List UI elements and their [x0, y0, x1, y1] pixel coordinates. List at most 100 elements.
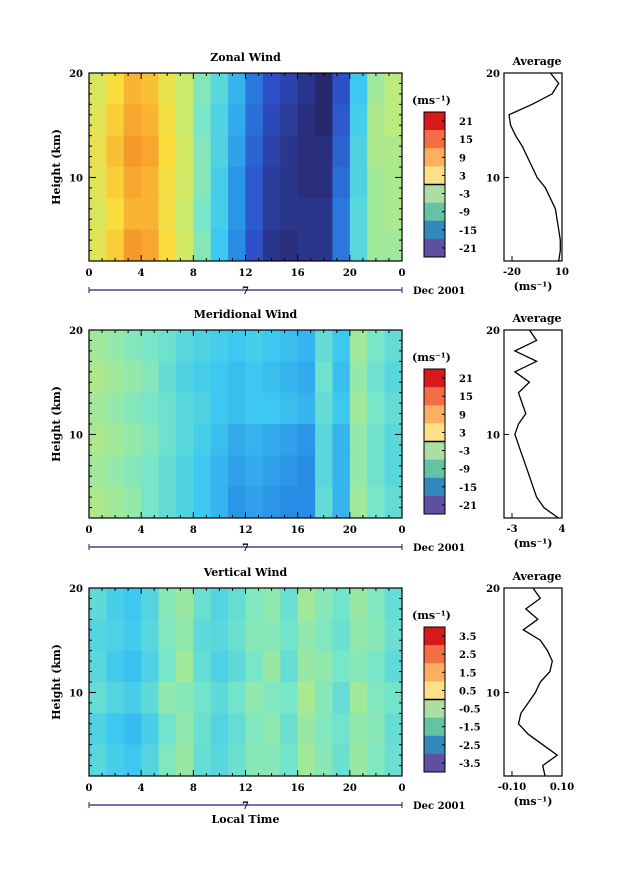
- heatmap-cell: [315, 104, 333, 137]
- colorbar-segment: [424, 627, 445, 646]
- heatmap-cell: [106, 135, 125, 168]
- heatmap-cell: [297, 229, 316, 262]
- profile-title: Average: [511, 55, 561, 68]
- colorbar-segment: [424, 699, 445, 718]
- x-tick-label: 8: [190, 783, 197, 794]
- x-tick-label: 0: [399, 525, 406, 536]
- heatmap-cell: [262, 424, 281, 456]
- heatmap-cell: [367, 424, 386, 456]
- heatmap-cell: [297, 104, 316, 137]
- heatmap-field: [89, 588, 403, 777]
- colorbar-tick-label: 15: [459, 135, 473, 146]
- colorbar-segment: [424, 423, 445, 442]
- heatmap-cell: [280, 167, 299, 199]
- heatmap-cell: [158, 198, 177, 231]
- heatmap-cell: [297, 744, 316, 777]
- heatmap-cell: [384, 330, 403, 362]
- colorbar-tick-label: 15: [459, 392, 473, 403]
- heatmap-cell: [141, 392, 160, 425]
- profile-y-tick-label: 10: [486, 173, 500, 184]
- y-tick-label: 20: [69, 584, 83, 595]
- heatmap-cell: [367, 135, 386, 168]
- heatmap-cell: [367, 392, 386, 425]
- heatmap-cell: [175, 361, 194, 394]
- profile-frame: [503, 329, 563, 519]
- date-suffix: Dec 2001: [413, 801, 465, 812]
- colorbar-tick-label: -21: [459, 501, 477, 512]
- heatmap-cell: [315, 588, 333, 620]
- heatmap-cell: [158, 167, 177, 199]
- heatmap-cell: [106, 104, 125, 137]
- heatmap-cell: [89, 198, 107, 231]
- heatmap-cell: [384, 135, 403, 168]
- heatmap-cell: [89, 73, 107, 105]
- heatmap-cell: [297, 619, 316, 652]
- heatmap-cell: [332, 619, 351, 652]
- heatmap-cell: [349, 392, 368, 425]
- heatmap-cell: [158, 619, 177, 652]
- profile-title: Average: [511, 570, 561, 583]
- heatmap-cell: [210, 744, 229, 777]
- heatmap-cell: [175, 486, 194, 519]
- heatmap-cell: [332, 392, 351, 425]
- heatmap-cell: [141, 455, 160, 488]
- heatmap-cell: [367, 330, 386, 362]
- heatmap-cell: [245, 361, 264, 394]
- heatmap-cell: [158, 392, 177, 425]
- heatmap-cell: [141, 361, 160, 394]
- x-tick-label: 16: [291, 525, 305, 536]
- colorbar-segment: [424, 112, 445, 131]
- heatmap-cell: [228, 104, 246, 137]
- colorbar-tick-label: 3.5: [459, 632, 476, 643]
- heatmap-cell: [349, 135, 368, 168]
- heatmap-cell: [262, 744, 281, 777]
- heatmap-cell: [245, 392, 264, 425]
- heatmap-cell: [228, 619, 246, 652]
- heatmap-cell: [193, 588, 212, 620]
- colorbar-tick-label: 21: [459, 374, 473, 385]
- heatmap-cell: [89, 167, 107, 199]
- heatmap-cell: [141, 650, 160, 683]
- heatmap-cell: [262, 392, 281, 425]
- heatmap-cell: [228, 744, 246, 777]
- heatmap-cell: [193, 619, 212, 652]
- heatmap-cell: [349, 619, 368, 652]
- heatmap-field: [89, 73, 403, 262]
- heatmap-cell: [262, 455, 281, 488]
- colorbar-segment: [424, 717, 445, 737]
- heatmap-cell: [89, 455, 107, 488]
- x-tick-label: 0: [86, 783, 93, 794]
- heatmap-cell: [332, 104, 351, 137]
- x-tick-label: 0: [399, 783, 406, 794]
- heatmap-cell: [384, 73, 403, 105]
- y-tick-label: 10: [69, 173, 83, 184]
- colorbar-segment: [424, 405, 445, 424]
- heatmap-cell: [193, 135, 212, 168]
- profile-frame: [503, 587, 563, 777]
- profile-y-tick-label: 20: [486, 69, 500, 80]
- heatmap-cell: [175, 619, 194, 652]
- x-tick-label: 8: [190, 268, 197, 279]
- colorbar-tick-label: -21: [459, 244, 477, 255]
- heatmap-cell: [210, 73, 229, 105]
- heatmap-cell: [158, 104, 177, 137]
- heatmap-cell: [210, 330, 229, 362]
- heatmap-cell: [245, 135, 264, 168]
- heatmap-cell: [280, 619, 299, 652]
- heatmap-cell: [245, 104, 264, 137]
- heatmap-cell: [158, 361, 177, 394]
- heatmap-cell: [175, 167, 194, 199]
- heatmap-cell: [332, 73, 351, 105]
- heatmap-cell: [297, 455, 316, 488]
- heatmap-cell: [262, 330, 281, 362]
- heatmap-cell: [106, 330, 125, 362]
- heatmap-cell: [245, 713, 264, 746]
- heatmap-cell: [141, 424, 160, 456]
- heatmap-cell: [297, 682, 316, 714]
- colorbar-segment: [424, 387, 445, 406]
- heatmap-cell: [280, 713, 299, 746]
- heatmap-cell: [315, 361, 333, 394]
- heatmap-cell: [141, 744, 160, 777]
- heatmap-cell: [332, 330, 351, 362]
- heatmap-cell: [228, 650, 246, 683]
